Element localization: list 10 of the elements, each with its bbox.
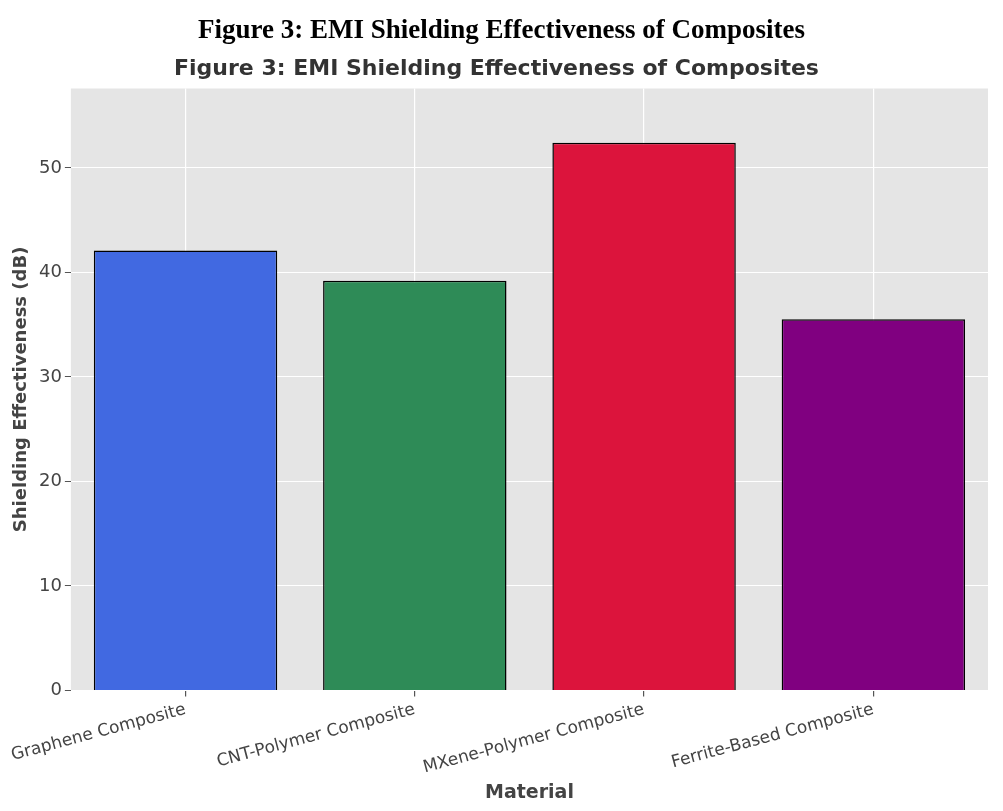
y-tick-label: 40	[38, 260, 62, 282]
y-axis-title: Shielding Effectiveness (dB)	[8, 246, 30, 533]
chart-subtitle: Figure 3: EMI Shielding Effectiveness of Composites	[174, 54, 819, 80]
y-tick-label: 30	[38, 364, 62, 386]
y-tick-label: 10	[38, 573, 62, 595]
y-tick-label: 20	[38, 469, 62, 491]
y-tick-label: 50	[38, 155, 62, 177]
x-axis-title: Material	[484, 779, 574, 802]
y-tick-label: 0	[50, 678, 62, 700]
chart-title: Figure 3: EMI Shielding Effectiveness of Composites	[197, 14, 806, 46]
